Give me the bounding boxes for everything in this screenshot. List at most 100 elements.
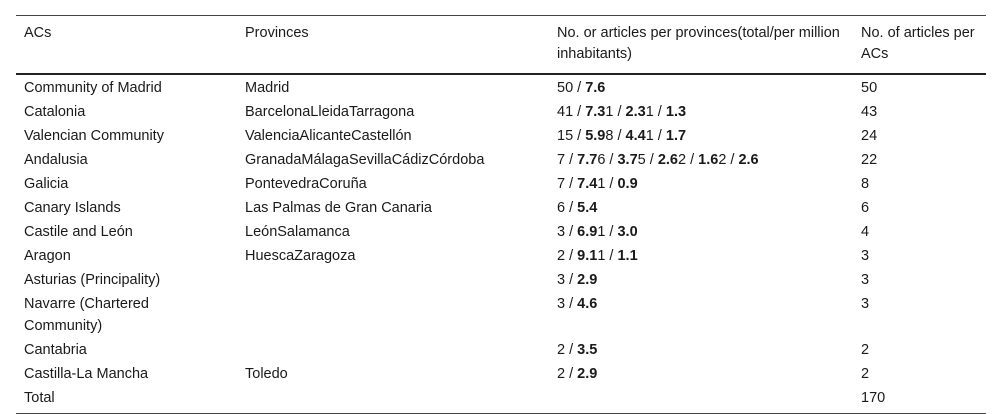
cell-ac: Andalusia	[24, 152, 88, 168]
per-million-value: 7.6	[585, 80, 606, 96]
table-row: Total 170	[16, 386, 986, 414]
cell-articles-per-province: 2 / 2.9	[549, 362, 853, 386]
table-body: Community of Madrid Madrid 50 / 7.6 50 Catal…	[16, 74, 986, 414]
cell-ac: Asturias (Principality)	[24, 272, 161, 288]
per-million-value: 5.4	[577, 200, 598, 216]
cell-provinces: Las Palmas de Gran Canaria	[245, 200, 432, 216]
cell-articles-per-province	[549, 386, 853, 414]
cell-provinces: PontevedraCoruña	[245, 176, 367, 192]
per-million-value: 4.4	[625, 128, 646, 144]
per-million-value: 6.9	[577, 224, 598, 240]
per-million-value: 1.7	[665, 128, 687, 144]
article-count-text: 8 /	[605, 128, 626, 144]
cell-provinces: LeónSalamanca	[245, 224, 350, 240]
article-count-text: 1 /	[597, 224, 618, 240]
per-million-value: 2.6	[738, 152, 759, 168]
article-count-text: 3 /	[557, 224, 578, 240]
cell-articles-per-province: 50 / 7.6	[549, 74, 853, 100]
cell-provinces: ValenciaAlicanteCastellón	[245, 128, 412, 144]
article-count-text: 41 /	[557, 104, 586, 120]
article-count-text: 1 /	[645, 128, 666, 144]
cell-provinces: GranadaMálagaSevillaCádizCórdoba	[245, 152, 485, 168]
per-million-value: 7.7	[577, 152, 598, 168]
article-count-text: 2 /	[557, 366, 578, 382]
cell-articles-per-ac: 3	[861, 248, 870, 264]
header-provinces: Provinces	[245, 25, 309, 41]
cell-articles-per-province: 15 / 5.98 / 4.41 / 1.7	[549, 124, 853, 148]
per-million-value: 7.3	[585, 104, 606, 120]
per-million-value: 0.9	[617, 176, 638, 192]
article-count-text: 7 /	[557, 176, 578, 192]
article-count-text: 2 /	[718, 152, 739, 168]
cell-articles-per-ac: 43	[861, 104, 878, 120]
table-row: Catalonia BarcelonaLleidaTarragona 41 / 7.…	[16, 100, 986, 124]
table-row: Valencian Community ValenciaAlicanteCaste…	[16, 124, 986, 148]
per-million-value: 3.5	[577, 342, 598, 358]
article-count-text: 1 /	[645, 104, 666, 120]
cell-provinces	[237, 268, 549, 292]
per-million-value: 1.1	[617, 248, 638, 264]
table-row: Asturias (Principality) 3 / 2.9 3	[16, 268, 986, 292]
cell-articles-per-ac: 24	[861, 128, 878, 144]
header-row: ACs Provinces No. or articles per provin…	[16, 15, 986, 74]
article-count-text: 5 /	[637, 152, 658, 168]
cell-articles-per-province: 6 / 5.4	[549, 196, 853, 220]
table-row: Galicia PontevedraCoruña 7 / 7.41 / 0.9 8	[16, 172, 986, 196]
header-articles-per-province: No. or articles per provinces(total/per …	[557, 25, 840, 62]
header-articles-per-ac: No. of articles per ACs	[861, 25, 975, 62]
article-count-text: 7 /	[557, 152, 578, 168]
cell-articles-per-province: 41 / 7.31 / 2.31 / 1.3	[549, 100, 853, 124]
per-million-value: 9.1	[577, 248, 598, 264]
article-count-text: 15 /	[557, 128, 586, 144]
per-million-value: 3.7	[617, 152, 638, 168]
cell-articles-per-province: 7 / 7.76 / 3.75 / 2.62 / 1.62 / 2.6	[549, 148, 853, 172]
header-acs: ACs	[24, 25, 52, 41]
per-million-value: 5.9	[585, 128, 606, 144]
per-million-value: 2.9	[577, 366, 598, 382]
per-million-value: 3.0	[617, 224, 638, 240]
cell-ac: Community of Madrid	[24, 80, 162, 96]
table-row: Andalusia GranadaMálagaSevillaCádizCórdob…	[16, 148, 986, 172]
cell-provinces: BarcelonaLleidaTarragona	[245, 104, 415, 120]
cell-articles-per-province: 2 / 3.5	[549, 338, 853, 362]
cell-articles-per-ac: 6	[861, 200, 870, 216]
cell-provinces	[237, 386, 549, 414]
cell-ac: Aragon	[24, 248, 71, 264]
cell-articles-per-ac: 3	[861, 272, 870, 288]
per-million-value: 4.6	[577, 296, 598, 312]
article-count-text: 1 /	[597, 176, 618, 192]
per-million-value: 1.6	[698, 152, 719, 168]
cell-articles-per-province: 3 / 2.9	[549, 268, 853, 292]
article-count-text: 2 /	[557, 342, 578, 358]
cell-provinces: HuescaZaragoza	[245, 248, 356, 264]
cell-articles-per-ac: 4	[861, 224, 870, 240]
per-million-value: 2.9	[577, 272, 598, 288]
cell-provinces	[237, 338, 549, 362]
table-row: Community of Madrid Madrid 50 / 7.6 50	[16, 74, 986, 100]
article-count-text: 3 /	[557, 296, 578, 312]
per-million-value: 2.3	[625, 104, 646, 120]
article-count-text: 6 /	[557, 200, 578, 216]
article-count-text: 2 /	[677, 152, 699, 168]
cell-articles-per-province: 3 / 4.6	[549, 292, 853, 338]
cell-ac: Castilla-La Mancha	[24, 366, 149, 382]
per-million-value: 1.3	[665, 104, 687, 120]
table-row: Castilla-La Mancha Toledo 2 / 2.9 2	[16, 362, 986, 386]
article-count-text: 6 /	[597, 152, 618, 168]
table-row: Cantabria 2 / 3.5 2	[16, 338, 986, 362]
cell-articles-per-ac: 50	[861, 80, 878, 96]
table-row: Navarre (Chartered Community) 3 / 4.6 3	[16, 292, 986, 338]
article-count-text: 1 /	[597, 248, 618, 264]
cell-ac: Cantabria	[24, 342, 87, 358]
cell-ac: Valencian Community	[24, 128, 164, 144]
article-count-text: 3 /	[557, 272, 578, 288]
cell-articles-per-ac: 2	[861, 366, 870, 382]
table-row: Castile and León LeónSalamanca 3 / 6.91 / …	[16, 220, 986, 244]
cell-articles-per-province: 7 / 7.41 / 0.9	[549, 172, 853, 196]
cell-ac: Navarre (Chartered Community)	[24, 296, 149, 334]
articles-by-region-table: ACs Provinces No. or articles per provin…	[16, 15, 986, 414]
cell-provinces: Madrid	[245, 80, 290, 96]
cell-provinces	[237, 292, 549, 338]
article-count-text: 2 /	[557, 248, 578, 264]
cell-ac: Catalonia	[24, 104, 86, 120]
